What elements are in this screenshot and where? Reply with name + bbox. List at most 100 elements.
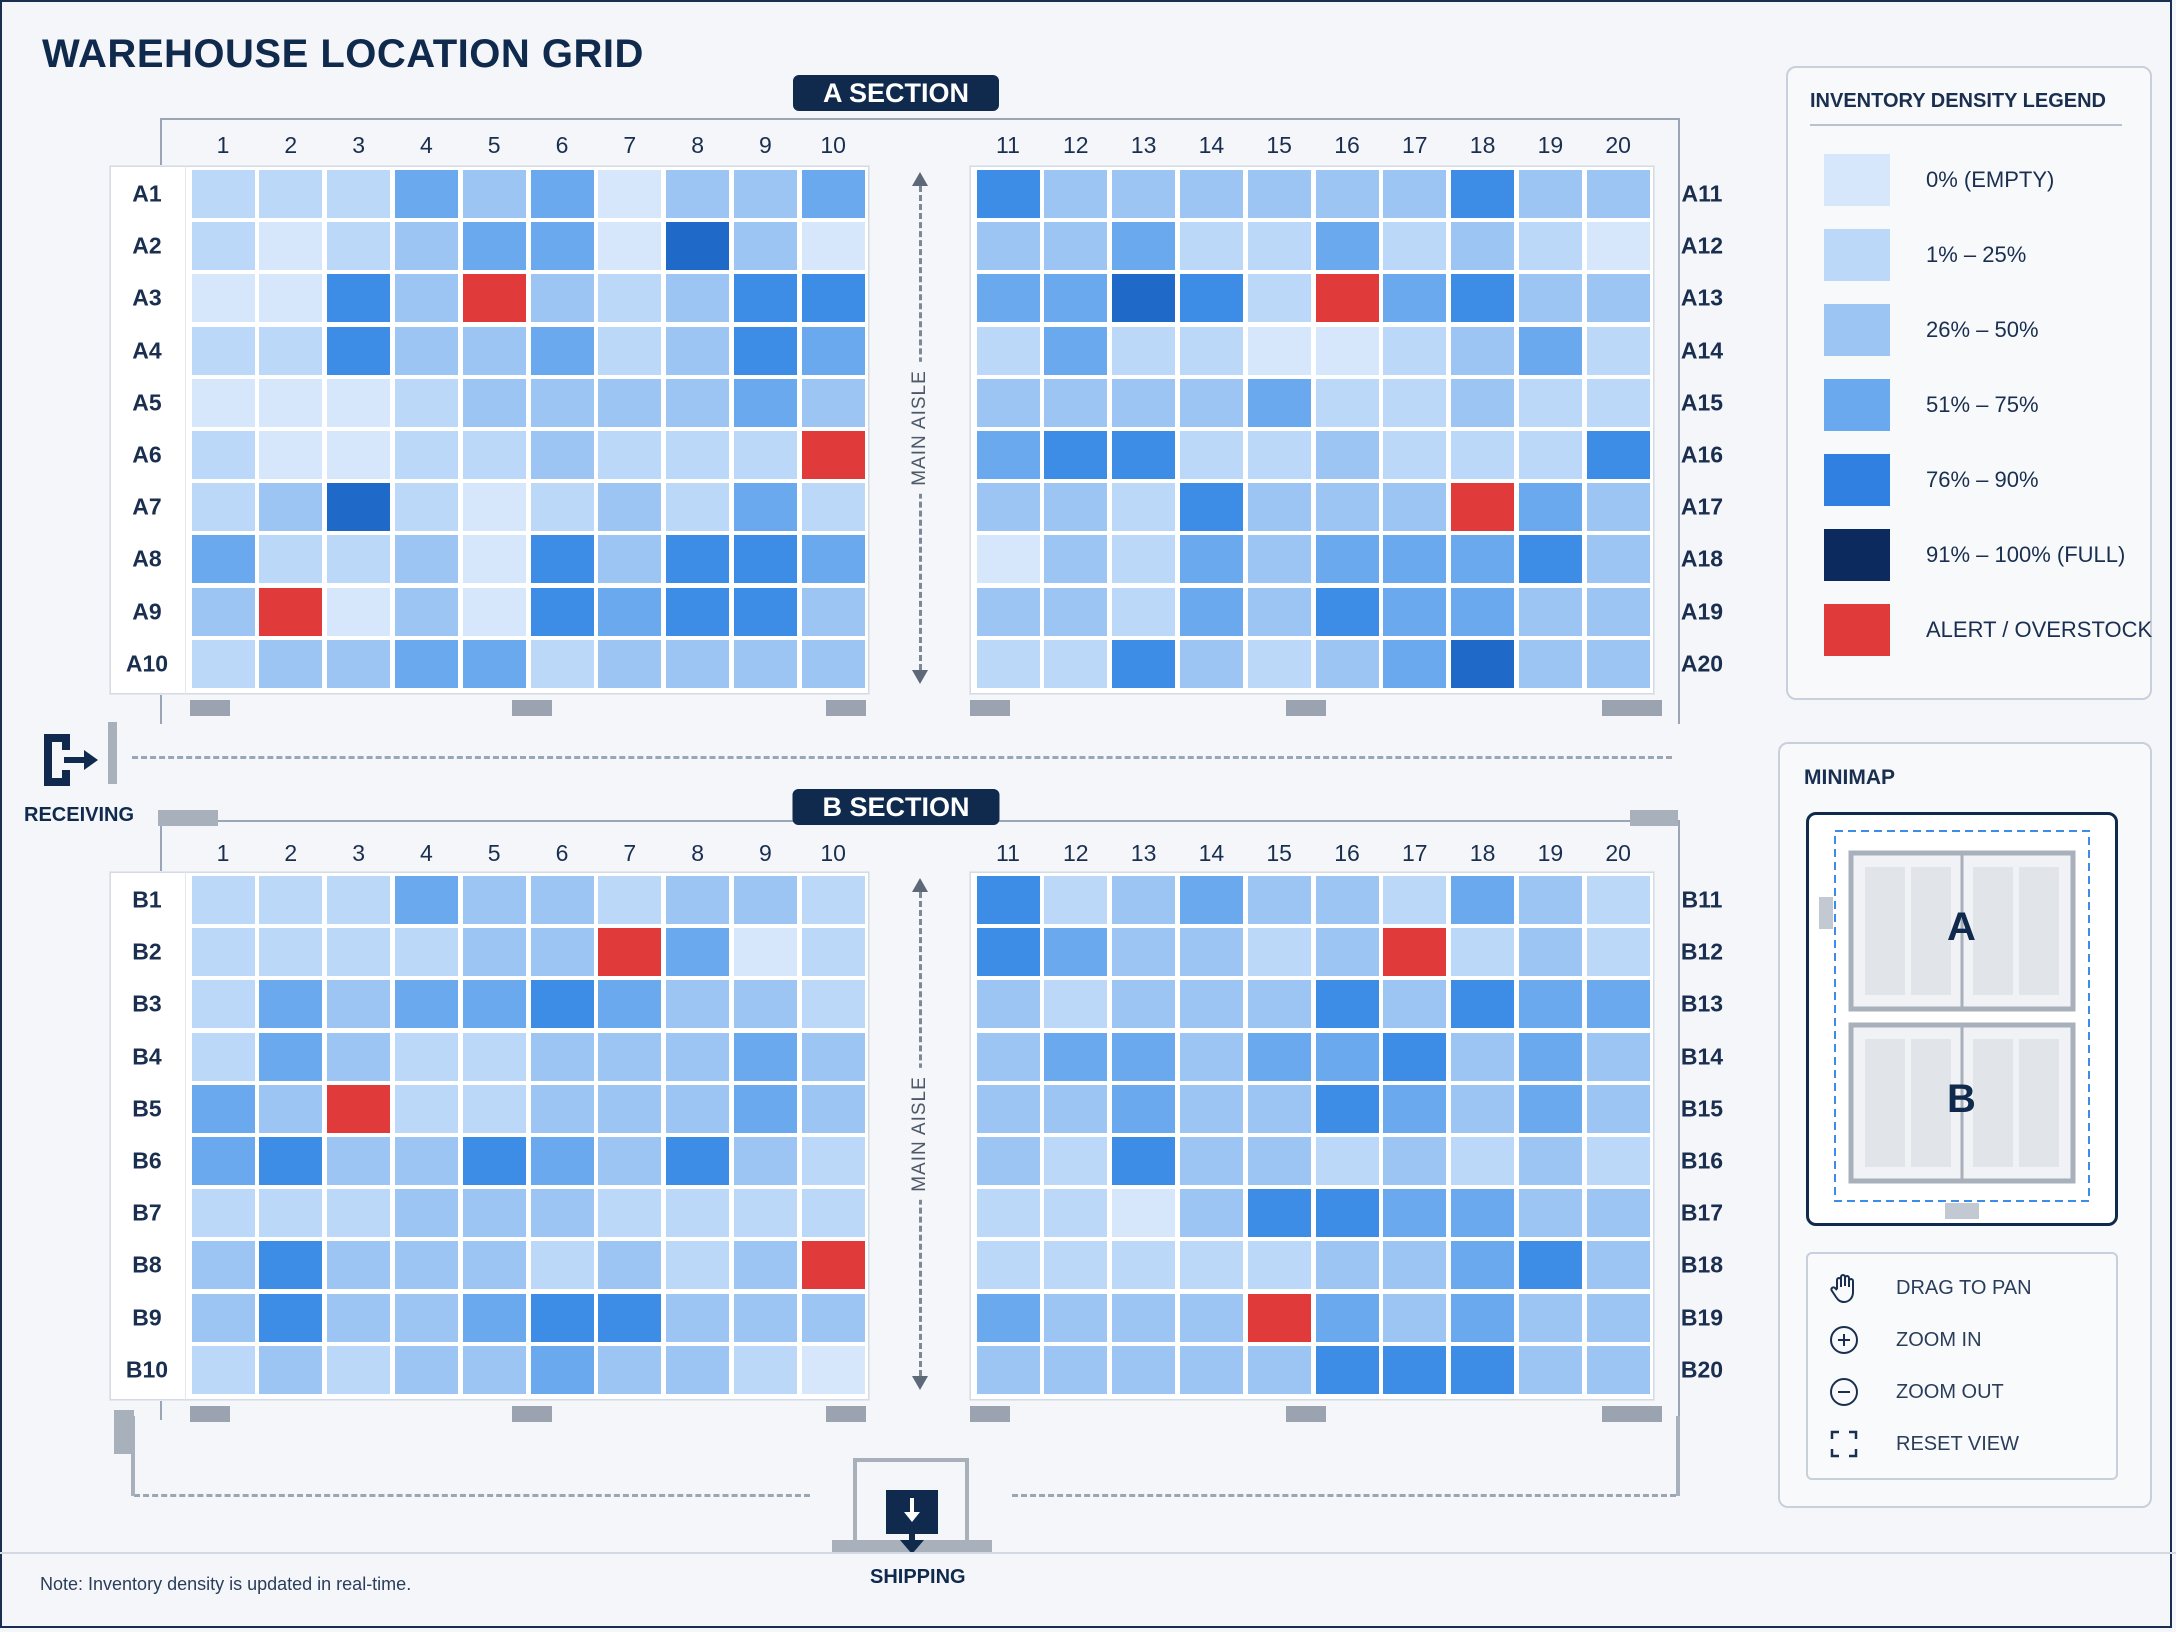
location-cell[interactable] — [394, 1345, 458, 1394]
location-cell[interactable] — [1315, 639, 1379, 688]
location-cell[interactable] — [976, 378, 1040, 427]
location-cell[interactable] — [1044, 378, 1108, 427]
location-cell[interactable] — [530, 639, 594, 688]
location-cell[interactable] — [1518, 1084, 1582, 1133]
location-cell[interactable] — [666, 1345, 730, 1394]
location-cell[interactable] — [598, 1084, 662, 1133]
location-cell[interactable] — [1247, 535, 1311, 584]
location-cell[interactable] — [394, 431, 458, 479]
location-cell[interactable] — [530, 170, 594, 218]
location-cell[interactable] — [1451, 483, 1515, 532]
location-cell[interactable] — [1315, 1345, 1379, 1394]
location-cell[interactable] — [259, 483, 323, 532]
location-cell[interactable] — [530, 483, 594, 532]
location-cell[interactable] — [394, 1084, 458, 1133]
location-cell[interactable] — [1179, 274, 1243, 323]
location-cell[interactable] — [1247, 639, 1311, 688]
location-cell[interactable] — [1179, 1189, 1243, 1238]
location-cell[interactable] — [801, 1137, 865, 1185]
location-cell[interactable] — [259, 378, 323, 427]
location-cell[interactable] — [191, 876, 255, 924]
location-cell[interactable] — [1112, 928, 1176, 977]
location-cell[interactable] — [530, 587, 594, 636]
location-cell[interactable] — [259, 1293, 323, 1342]
location-cell[interactable] — [1518, 1241, 1582, 1290]
location-cell[interactable] — [1044, 1189, 1108, 1238]
location-cell[interactable] — [191, 1293, 255, 1342]
location-cell[interactable] — [976, 535, 1040, 584]
location-cell[interactable] — [976, 587, 1040, 636]
location-cell[interactable] — [462, 1241, 526, 1290]
location-cell[interactable] — [1179, 170, 1243, 218]
location-cell[interactable] — [530, 378, 594, 427]
location-cell[interactable] — [462, 274, 526, 323]
location-cell[interactable] — [1451, 1137, 1515, 1185]
location-cell[interactable] — [1383, 326, 1447, 375]
location-cell[interactable] — [598, 378, 662, 427]
location-cell[interactable] — [976, 980, 1040, 1029]
location-cell[interactable] — [327, 378, 391, 427]
location-cell[interactable] — [598, 170, 662, 218]
location-cell[interactable] — [976, 222, 1040, 271]
location-cell[interactable] — [666, 378, 730, 427]
location-cell[interactable] — [327, 928, 391, 977]
location-cell[interactable] — [327, 1084, 391, 1133]
receiving-dock-icon[interactable] — [40, 730, 102, 790]
location-cell[interactable] — [666, 170, 730, 218]
location-cell[interactable] — [191, 1189, 255, 1238]
location-cell[interactable] — [1044, 274, 1108, 323]
location-cell[interactable] — [1044, 1032, 1108, 1081]
location-cell[interactable] — [462, 483, 526, 532]
location-cell[interactable] — [1451, 378, 1515, 427]
location-cell[interactable] — [259, 980, 323, 1029]
location-cell[interactable] — [666, 1189, 730, 1238]
location-cell[interactable] — [666, 326, 730, 375]
location-cell[interactable] — [462, 378, 526, 427]
reset-view-control[interactable]: RESET VIEW — [1828, 1424, 2108, 1464]
location-cell[interactable] — [666, 1084, 730, 1133]
location-cell[interactable] — [1383, 170, 1447, 218]
location-cell[interactable] — [1383, 587, 1447, 636]
location-cell[interactable] — [530, 1032, 594, 1081]
location-cell[interactable] — [1247, 170, 1311, 218]
location-cell[interactable] — [1112, 1293, 1176, 1342]
location-cell[interactable] — [801, 876, 865, 924]
location-cell[interactable] — [327, 1293, 391, 1342]
location-cell[interactable] — [801, 1189, 865, 1238]
location-cell[interactable] — [801, 431, 865, 479]
location-cell[interactable] — [598, 928, 662, 977]
location-cell[interactable] — [530, 928, 594, 977]
location-cell[interactable] — [1586, 1137, 1650, 1185]
location-cell[interactable] — [530, 222, 594, 271]
location-cell[interactable] — [733, 170, 797, 218]
location-cell[interactable] — [327, 483, 391, 532]
location-cell[interactable] — [259, 1137, 323, 1185]
location-cell[interactable] — [1451, 431, 1515, 479]
location-cell[interactable] — [1315, 535, 1379, 584]
location-cell[interactable] — [976, 483, 1040, 532]
location-cell[interactable] — [801, 587, 865, 636]
location-cell[interactable] — [666, 431, 730, 479]
location-cell[interactable] — [1586, 1241, 1650, 1290]
location-cell[interactable] — [976, 1084, 1040, 1133]
location-cell[interactable] — [733, 535, 797, 584]
location-cell[interactable] — [259, 639, 323, 688]
location-cell[interactable] — [530, 274, 594, 323]
location-cell[interactable] — [1247, 980, 1311, 1029]
location-cell[interactable] — [598, 274, 662, 323]
location-cell[interactable] — [191, 980, 255, 1029]
location-cell[interactable] — [1179, 587, 1243, 636]
location-cell[interactable] — [733, 980, 797, 1029]
location-cell[interactable] — [666, 1293, 730, 1342]
location-cell[interactable] — [259, 876, 323, 924]
location-cell[interactable] — [1112, 980, 1176, 1029]
location-cell[interactable] — [801, 274, 865, 323]
location-cell[interactable] — [1112, 1084, 1176, 1133]
location-cell[interactable] — [1044, 928, 1108, 977]
location-cell[interactable] — [666, 587, 730, 636]
location-cell[interactable] — [327, 222, 391, 271]
location-cell[interactable] — [598, 1137, 662, 1185]
location-cell[interactable] — [1383, 928, 1447, 977]
location-cell[interactable] — [327, 1241, 391, 1290]
zoom-in-control[interactable]: ZOOM IN — [1828, 1320, 2108, 1360]
